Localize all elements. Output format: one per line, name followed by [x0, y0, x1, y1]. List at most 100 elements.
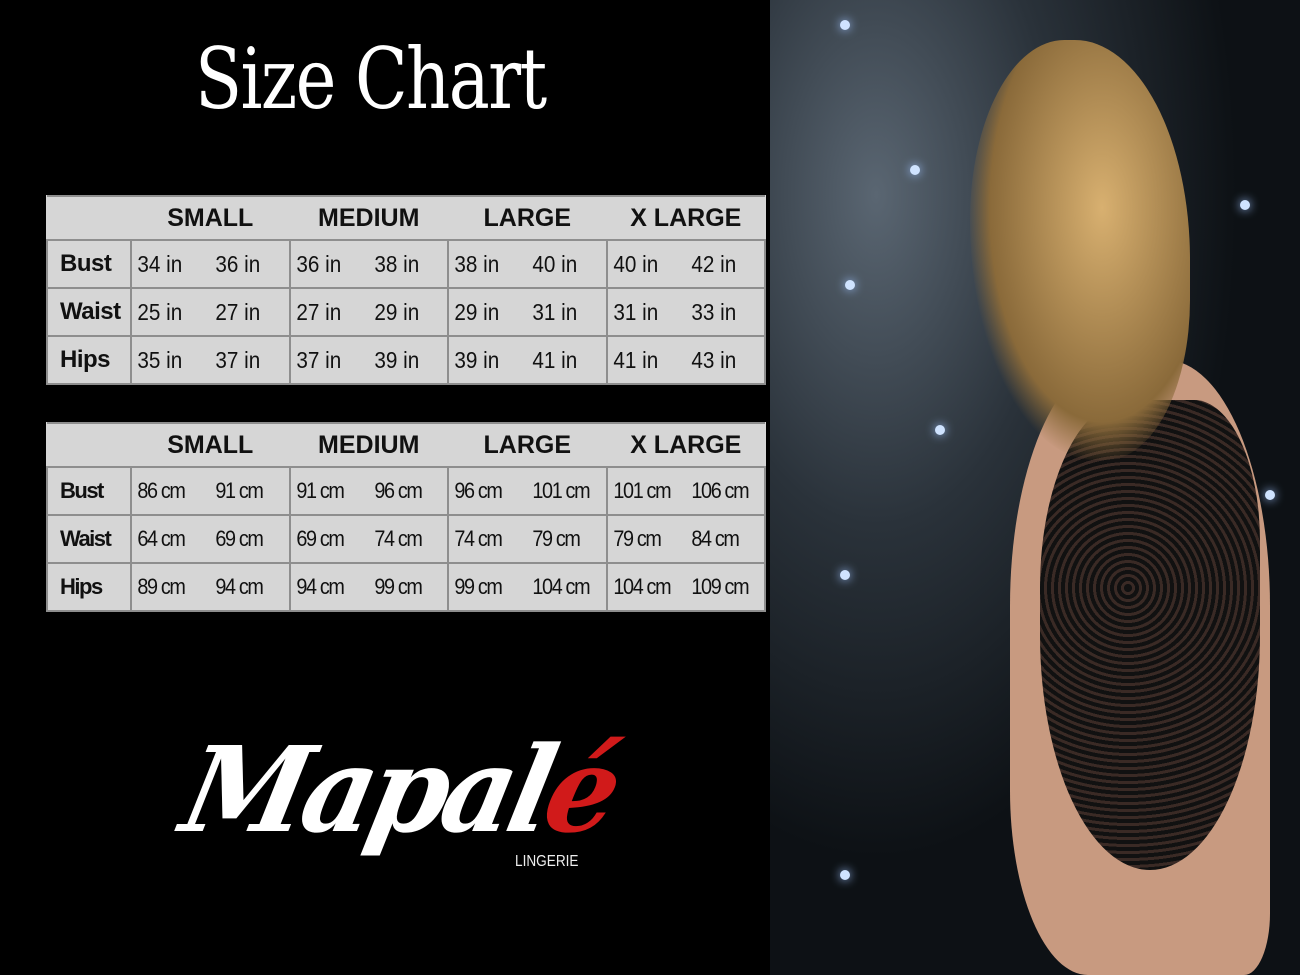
size-cell: 104 cm 109 cm [605, 562, 766, 612]
size-cell: 74 cm 79 cm [447, 514, 608, 564]
size-header: X LARGE [606, 195, 765, 241]
measurement-value: 64 cm [137, 526, 186, 551]
size-cell: 101 cm 106 cm [605, 466, 766, 516]
measurement-value: 41 in [612, 346, 658, 373]
logo-wordmark: Mapalé [171, 720, 628, 859]
measurement-value: 42 in [691, 250, 737, 277]
measurement-value: 96 cm [454, 478, 503, 503]
table-row: Hips 35 in 37 in 37 in 39 in 39 in 41 in 41 in 4… [46, 335, 766, 385]
size-header: X LARGE [606, 422, 765, 468]
measurement-value: 39 in [374, 346, 420, 373]
measurement-value: 91 cm [215, 478, 265, 503]
size-cell: 31 in 33 in [605, 287, 766, 337]
model-figure [910, 40, 1270, 975]
size-cell: 89 cm 94 cm [130, 562, 291, 612]
measurement-value: 94 cm [215, 574, 265, 599]
table-row: Hips 89 cm 94 cm 94 cm 99 cm 99 cm 104 cm 104 c… [46, 562, 766, 612]
measurement-value: 94 cm [295, 574, 345, 599]
measurement-value: 104 cm [532, 574, 591, 599]
measurement-value: 40 in [532, 250, 578, 277]
measurement-value: 74 cm [454, 526, 503, 551]
measurement-value: 69 cm [295, 526, 345, 551]
size-cell: 64 cm 69 cm [130, 514, 291, 564]
size-header: LARGE [448, 195, 607, 241]
size-cell: 41 in 43 in [605, 335, 766, 385]
size-header: LARGE [448, 422, 607, 468]
size-cell: 37 in 39 in [288, 335, 449, 385]
measurement-label: Bust [46, 466, 132, 516]
measurement-value: 86 cm [137, 478, 186, 503]
size-cell: 25 in 27 in [130, 287, 291, 337]
measurement-value: 101 cm [532, 478, 591, 503]
size-cell: 69 cm 74 cm [288, 514, 449, 564]
page-title: Size Chart [195, 30, 547, 128]
measurement-label: Hips [46, 562, 132, 612]
measurement-value: 36 in [295, 250, 341, 277]
table-row: Bust 34 in 36 in 36 in 38 in 38 in 40 in 40 in 4… [46, 239, 766, 289]
measurement-value: 35 in [137, 346, 183, 373]
measurement-value: 31 in [532, 298, 578, 325]
table-row: Waist 64 cm 69 cm 69 cm 74 cm 74 cm 79 cm 79 cm… [46, 514, 766, 564]
measurement-value: 38 in [454, 250, 500, 277]
brand-logo: Mapalé LINGERIE [171, 720, 628, 880]
size-header: MEDIUM [289, 195, 448, 241]
measurement-value: 79 cm [532, 526, 582, 551]
table-row: Bust 86 cm 91 cm 91 cm 96 cm 96 cm 101 cm 101 c… [46, 466, 766, 516]
size-cell: 38 in 40 in [447, 239, 608, 289]
measurement-label: Bust [46, 239, 132, 289]
size-cell: 34 in 36 in [130, 239, 291, 289]
measurement-value: 27 in [295, 298, 341, 325]
corner-cell [47, 422, 131, 468]
size-cell: 36 in 38 in [288, 239, 449, 289]
size-cell: 94 cm 99 cm [288, 562, 449, 612]
corner-cell [47, 195, 131, 241]
size-cell: 35 in 37 in [130, 335, 291, 385]
size-table-inches: SMALL MEDIUM LARGE X LARGE Bust 34 in 36 in 36 … [46, 195, 766, 385]
measurement-value: 74 cm [374, 526, 423, 551]
model-photo [770, 0, 1300, 975]
size-cell: 40 in 42 in [605, 239, 766, 289]
measurement-value: 84 cm [691, 526, 740, 551]
measurement-value: 36 in [215, 250, 261, 277]
measurement-value: 27 in [215, 298, 261, 325]
measurement-value: 96 cm [374, 478, 423, 503]
measurement-value: 37 in [295, 346, 341, 373]
measurement-value: 99 cm [454, 574, 503, 599]
measurement-value: 99 cm [374, 574, 423, 599]
header-row: SMALL MEDIUM LARGE X LARGE [47, 195, 765, 241]
size-cell: 99 cm 104 cm [447, 562, 608, 612]
size-cell: 91 cm 96 cm [288, 466, 449, 516]
measurement-value: 39 in [454, 346, 500, 373]
size-cell: 39 in 41 in [447, 335, 608, 385]
measurement-value: 29 in [374, 298, 420, 325]
table-row: Waist 25 in 27 in 27 in 29 in 29 in 31 in 31 in… [46, 287, 766, 337]
measurement-value: 109 cm [691, 574, 749, 599]
size-header: MEDIUM [289, 422, 448, 468]
measurement-value: 104 cm [612, 574, 671, 599]
measurement-value: 31 in [612, 298, 658, 325]
size-cell: 79 cm 84 cm [605, 514, 766, 564]
measurement-value: 34 in [137, 250, 183, 277]
logo-text: Mapal [171, 720, 563, 859]
size-cell: 86 cm 91 cm [130, 466, 291, 516]
measurement-label: Hips [46, 335, 132, 385]
measurement-value: 29 in [454, 298, 500, 325]
measurement-value: 25 in [137, 298, 183, 325]
size-header: SMALL [131, 422, 290, 468]
measurement-value: 38 in [374, 250, 420, 277]
header-row: SMALL MEDIUM LARGE X LARGE [47, 422, 765, 468]
measurement-value: 106 cm [691, 478, 749, 503]
measurement-value: 33 in [691, 298, 737, 325]
measurement-value: 41 in [532, 346, 578, 373]
size-header: SMALL [131, 195, 290, 241]
measurement-value: 69 cm [215, 526, 265, 551]
measurement-label: Waist [46, 514, 132, 564]
measurement-value: 101 cm [612, 478, 671, 503]
measurement-value: 89 cm [137, 574, 186, 599]
measurement-value: 37 in [215, 346, 261, 373]
measurement-value: 79 cm [612, 526, 662, 551]
measurement-value: 43 in [691, 346, 737, 373]
size-table-centimeters: SMALL MEDIUM LARGE X LARGE Bust 86 cm 91 cm 91 … [46, 422, 766, 612]
measurement-value: 40 in [612, 250, 658, 277]
size-cell: 96 cm 101 cm [447, 466, 608, 516]
